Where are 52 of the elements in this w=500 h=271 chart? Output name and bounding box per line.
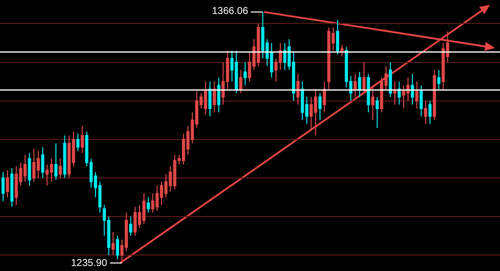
candlestick [336,19,340,56]
candlestick [296,73,300,106]
candlestick [234,50,238,94]
candlestick [420,84,423,117]
candlestick [388,62,392,98]
candlestick [204,81,208,115]
candlestick [376,96,379,128]
annotation: 1366.06 [212,6,249,17]
candlestick [415,81,418,110]
candlestick [270,42,274,78]
candlestick [256,23,260,67]
candlestick [76,133,80,152]
candlestick [54,142,58,180]
candlestick [208,81,212,117]
candlestick [134,206,137,236]
candlestick [63,135,66,178]
candlestick [410,73,414,106]
candlestick [437,69,440,90]
candlestick [80,125,84,154]
candlestick [322,81,326,113]
candlestick [129,216,132,236]
candlestick [50,158,54,182]
candlestick [398,81,401,106]
candlestick [366,73,370,113]
candlestick [244,62,247,86]
candlestick [41,146,44,178]
candlestick [358,71,362,98]
candlestick [424,100,428,124]
annotation: 1235.90 [71,258,108,269]
candlestick [340,44,344,57]
candlestick [212,81,216,113]
candlestick [432,69,436,121]
candlestick [2,172,5,202]
candlestick [393,81,396,106]
candlestick [239,69,242,94]
candlestick [362,62,366,94]
candlestick [58,158,62,178]
candlestick [428,100,432,124]
candlestick [318,92,322,121]
candlestick [371,84,374,121]
candlestick [354,73,357,98]
candlestick [10,168,14,208]
candlestick [36,150,40,178]
candlestick [6,170,10,198]
candlestick [68,135,71,178]
candlestick [28,152,32,186]
candlestick [112,231,115,256]
candlestick [116,235,120,260]
candlestick [173,154,176,190]
candlestick [146,196,150,214]
candlestick [142,192,146,225]
candlestick [217,77,220,113]
